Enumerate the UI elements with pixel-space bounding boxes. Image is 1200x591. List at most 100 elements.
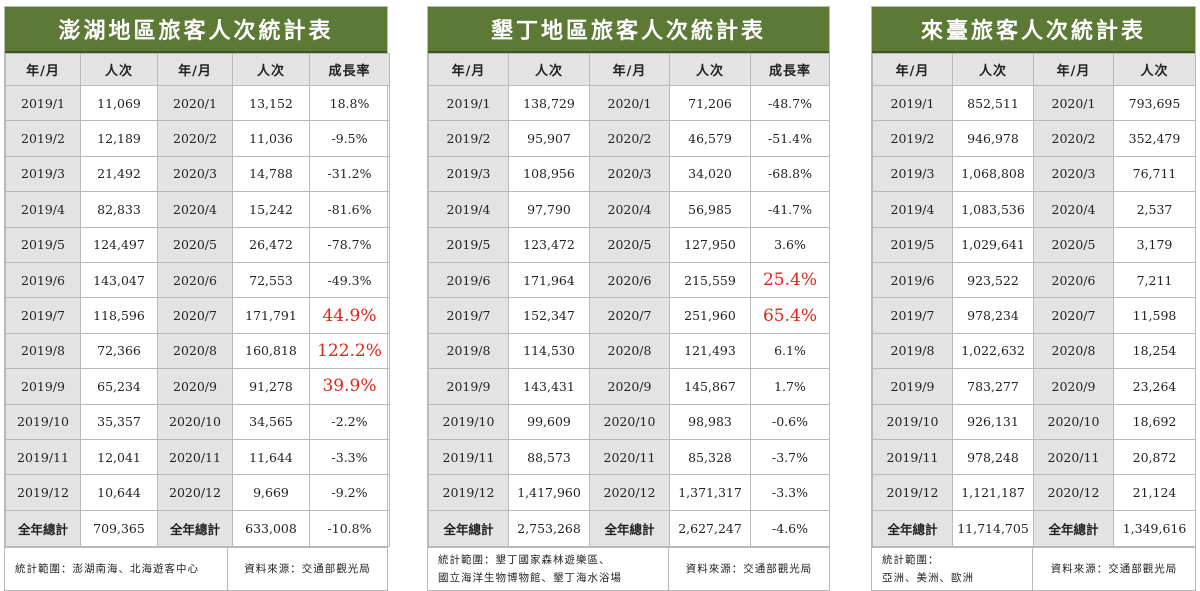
month-2020-cell: 2020/4 [157,191,233,228]
growth-cell: -2.2% [309,403,390,440]
month-2019-cell: 2019/5 [5,226,81,263]
month-2019-cell: 2019/5 [428,226,509,263]
month-2020-cell: 2020/5 [1033,226,1114,263]
count-2019-cell: 99,609 [508,403,590,440]
count-2019-cell: 10,644 [80,474,158,511]
month-2019-cell: 2019/11 [5,438,81,476]
month-2019-cell: 2019/3 [428,155,509,193]
growth-cell: 18.8% [309,84,390,122]
table-row: 2019/11 88,573 2020/11 85,328 -3.7% [428,438,830,476]
growth-cell: -48.7% [750,84,830,122]
penghu-table: 年/月 人次 年/月 人次 成長率 2019/1 11,069 2020/1 13,1… [5,53,390,547]
table-body: 2019/1 852,511 2020/1 793,695 2019/2 946,978 2… [872,84,1196,547]
growth-cell: 25.4% [750,261,830,299]
count-2019-cell: 1,029,641 [952,226,1034,263]
month-2019-cell: 2019/9 [872,368,953,405]
count-2019-cell: 1,083,536 [952,191,1034,228]
growth-cell: -3.3% [750,474,830,511]
total-row: 全年總計 709,365 全年總計 633,008 -10.8% [5,509,390,547]
count-2019-cell: 123,472 [508,226,590,263]
month-2019-cell: 2019/4 [872,191,953,228]
count-2019-cell: 108,956 [508,155,590,193]
month-2020-cell: 2020/3 [1033,155,1114,193]
table-header-row: 年/月 人次 年/月 人次 [872,53,1196,86]
arrivals-table-panel: 來臺旅客人次統計表 年/月 人次 年/月 人次 2019/1 852,511 202… [871,6,1196,591]
month-2020-cell: 2020/1 [589,84,670,122]
month-2019-cell: 2019/8 [872,332,953,370]
column-header: 人次 [80,53,158,86]
growth-cell: 1.7% [750,368,830,405]
growth-cell: -31.2% [309,155,390,193]
count-2020-cell: 251,960 [669,297,751,334]
table-row: 2019/1 138,729 2020/1 71,206 -48.7% [428,84,830,122]
month-2020-cell: 全年總計 [589,509,670,547]
count-2020-cell: 91,278 [232,368,310,405]
count-2019-cell: 923,522 [952,261,1034,299]
month-2020-cell: 2020/8 [157,332,233,370]
count-2020-cell: 13,152 [232,84,310,122]
table-row: 2019/8 114,530 2020/8 121,493 6.1% [428,332,830,370]
month-2020-cell: 2020/3 [157,155,233,193]
column-header: 人次 [952,53,1034,86]
table-row: 2019/5 123,472 2020/5 127,950 3.6% [428,226,830,263]
count-2020-cell: 34,565 [232,403,310,440]
count-2019-cell: 1,417,960 [508,474,590,511]
count-2020-cell: 11,644 [232,438,310,476]
count-2019-cell: 143,431 [508,368,590,405]
growth-cell: -41.7% [750,191,830,228]
count-2020-cell: 21,124 [1113,474,1196,511]
table-footer: 統計範圍：墾丁國家森林遊樂區、 國立海洋生物博物館、墾丁海水浴場 資料來源：交通… [428,546,829,590]
month-2020-cell: 2020/7 [589,297,670,334]
month-2020-cell: 2020/12 [157,474,233,511]
count-2019-cell: 1,121,187 [952,474,1034,511]
month-2020-cell: 2020/4 [589,191,670,228]
count-2019-cell: 852,511 [952,84,1034,122]
growth-cell: -4.6% [750,509,830,547]
count-2019-cell: 152,347 [508,297,590,334]
total-row: 全年總計 2,753,268 全年總計 2,627,247 -4.6% [428,509,830,547]
growth-cell: -10.8% [309,509,390,547]
table-row: 2019/9 783,277 2020/9 23,264 [872,368,1196,405]
count-2020-cell: 633,008 [232,509,310,547]
growth-cell: -3.7% [750,438,830,476]
table-body: 2019/1 11,069 2020/1 13,152 18.8% 2019/2 12,18… [5,84,390,547]
table-row: 2019/4 1,083,536 2020/4 2,537 [872,191,1196,228]
month-2020-cell: 2020/11 [1033,438,1114,476]
column-header: 成長率 [750,53,830,86]
month-2019-cell: 2019/4 [428,191,509,228]
month-2020-cell: 2020/2 [589,120,670,157]
growth-cell: 122.2% [309,332,390,370]
table-row: 2019/9 65,234 2020/9 91,278 39.9% [5,368,390,405]
kenting-table: 年/月 人次 年/月 人次 成長率 2019/1 138,729 2020/1 71,… [428,53,830,547]
growth-cell: -49.3% [309,261,390,299]
table-row: 2019/5 124,497 2020/5 26,472 -78.7% [5,226,390,263]
month-2019-cell: 2019/1 [5,84,81,122]
month-2019-cell: 2019/6 [872,261,953,299]
month-2019-cell: 2019/9 [5,368,81,405]
month-2020-cell: 2020/5 [157,226,233,263]
source-note: 資料來源：交通部觀光局 [244,563,371,576]
month-2020-cell: 2020/10 [1033,403,1114,440]
count-2020-cell: 7,211 [1113,261,1196,299]
count-2020-cell: 121,493 [669,332,751,370]
table-row: 2019/7 978,234 2020/7 11,598 [872,297,1196,334]
month-2020-cell: 全年總計 [1033,509,1114,547]
table-row: 2019/3 21,492 2020/3 14,788 -31.2% [5,155,390,193]
count-2020-cell: 127,950 [669,226,751,263]
count-2020-cell: 18,254 [1113,332,1196,370]
scope-note: 統計範圍： 亞洲、美洲、歐洲 [872,547,1033,590]
count-2019-cell: 21,492 [80,155,158,193]
panel-title: 澎湖地區旅客人次統計表 [5,7,387,53]
count-2019-cell: 118,596 [80,297,158,334]
month-2019-cell: 2019/7 [428,297,509,334]
growth-cell: 3.6% [750,226,830,263]
count-2019-cell: 978,248 [952,438,1034,476]
month-2019-cell: 2019/6 [5,261,81,299]
growth-cell: -9.5% [309,120,390,157]
table-row: 2019/12 10,644 2020/12 9,669 -9.2% [5,474,390,511]
count-2020-cell: 352,479 [1113,120,1196,157]
count-2020-cell: 46,579 [669,120,751,157]
table-row: 2019/3 1,068,808 2020/3 76,711 [872,155,1196,193]
column-header: 年/月 [157,53,233,86]
table-row: 2019/2 95,907 2020/2 46,579 -51.4% [428,120,830,157]
